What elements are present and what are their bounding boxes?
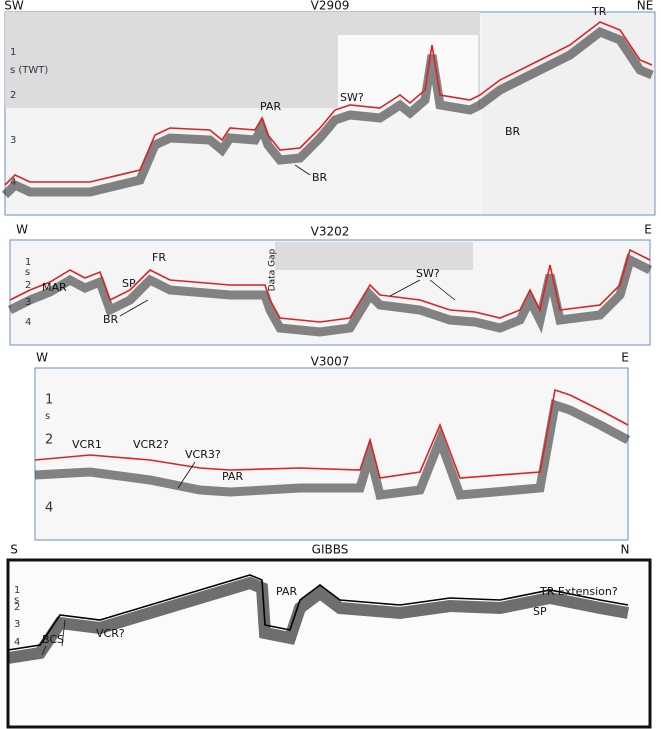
segment xyxy=(482,14,654,214)
tick-label: 1 xyxy=(10,47,16,58)
annotation: FR xyxy=(152,251,166,264)
seafloor xyxy=(4,21,653,186)
annotation: SP xyxy=(533,605,547,618)
panel-title: V2909 xyxy=(311,0,350,13)
direction: E xyxy=(621,351,629,365)
direction: N xyxy=(621,543,630,557)
leader-line xyxy=(119,299,149,317)
tick-label: 2 xyxy=(45,433,53,448)
reflector xyxy=(1,26,654,199)
tick-label: 4 xyxy=(10,177,16,188)
tick-label: 2 xyxy=(14,602,20,613)
tick-label: 1 xyxy=(14,585,20,596)
tick-label: 3 xyxy=(14,619,20,630)
annotation: Data Gap xyxy=(268,248,278,291)
direction: E xyxy=(644,223,652,237)
annotation: PAR xyxy=(276,585,297,598)
annotation: PAR xyxy=(222,470,243,483)
frame xyxy=(6,558,652,729)
annotation: TR xyxy=(591,5,607,18)
direction: W xyxy=(36,351,48,365)
direction: NE xyxy=(637,0,654,13)
panel-gibbs: S GIBBS N 1 s 2 3 4 BCS VCR? PAR SP TR E… xyxy=(6,543,652,729)
annotation: SW? xyxy=(416,267,440,280)
leader-line xyxy=(41,645,47,656)
tick-label: 1 xyxy=(45,393,53,408)
leader-line xyxy=(61,619,66,647)
axis-label: s (TWT) xyxy=(10,65,48,76)
panel-title: V3202 xyxy=(311,225,350,239)
annotation: BR xyxy=(103,313,119,326)
leader-line xyxy=(429,279,456,301)
annotation: SP xyxy=(122,277,136,290)
axis-label: s xyxy=(45,411,50,422)
tick-label: 2 xyxy=(25,280,31,291)
tick-label: 4 xyxy=(14,637,20,648)
direction: W xyxy=(16,223,28,237)
leader-line xyxy=(177,461,196,489)
panel-title: V3007 xyxy=(311,355,350,369)
annotation: VCR2? xyxy=(133,438,169,451)
reflector xyxy=(7,253,653,337)
annotation: VCR1 xyxy=(72,438,102,451)
tick-label: 3 xyxy=(25,297,31,308)
annotation: SW? xyxy=(340,91,364,104)
seafloor xyxy=(34,388,629,479)
axis-label: s xyxy=(25,267,30,278)
axis-label: s xyxy=(14,595,19,606)
annotation: BCS xyxy=(42,633,64,646)
seafloor xyxy=(7,574,629,651)
seafloor xyxy=(9,248,651,323)
direction: SW xyxy=(4,0,24,13)
panel-title: GIBBS xyxy=(312,543,349,557)
frame xyxy=(34,367,629,541)
tick-label: 4 xyxy=(45,501,53,516)
tick-label: 4 xyxy=(25,317,31,328)
annotation: BR xyxy=(505,125,521,138)
annotation: PAR xyxy=(260,100,281,113)
annotation: MAR xyxy=(42,281,67,294)
panel-v3007: W V3007 E 1 s 2 4 VCR1 VCR2? VCR3? PAR xyxy=(34,351,631,541)
reflector xyxy=(34,399,631,500)
annotation: VCR3? xyxy=(185,448,221,461)
panel-v3202: W V3202 E 1 s 2 3 4 MAR SP FR BR Data Ga… xyxy=(7,223,653,346)
tick-label: 3 xyxy=(10,135,16,146)
leader-line xyxy=(294,164,311,176)
no-data xyxy=(275,242,473,270)
leader-line xyxy=(389,279,421,297)
tick-label: 1 xyxy=(25,257,31,268)
panel-v2909: SW V2909 NE 1 s (TWT) 2 3 4 PAR BR SW? T… xyxy=(1,0,656,216)
annotation: BR xyxy=(312,171,328,184)
annotation: TR Extension? xyxy=(539,585,618,598)
annotation: VCR? xyxy=(96,627,125,640)
direction: S xyxy=(10,543,18,557)
reflector xyxy=(7,576,630,664)
tick-label: 2 xyxy=(10,90,16,101)
